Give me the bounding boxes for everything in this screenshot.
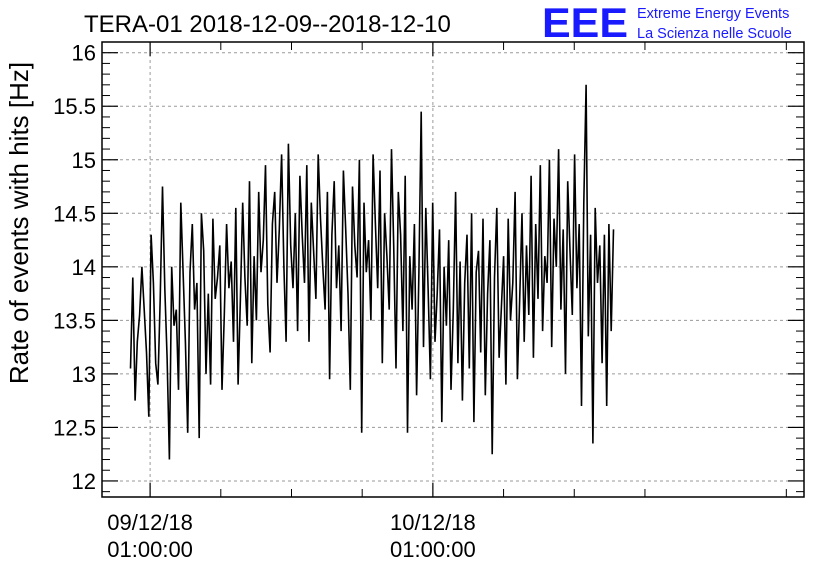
y-tick-label: 14: [72, 255, 96, 280]
y-tick-label: 13: [72, 362, 96, 387]
y-tick-label: 12: [72, 469, 96, 494]
x-tick-date: 10/12/18: [390, 510, 476, 535]
y-tick-label: 12.5: [53, 415, 96, 440]
eee-logo: EEE Extreme Energy Events La Scienza nel…: [542, 0, 792, 46]
y-axis-label: Rate of events with hits [Hz]: [4, 62, 34, 384]
x-tick-time: 01:00:00: [107, 537, 193, 562]
y-tick-label: 15.5: [53, 94, 96, 119]
chart-title: TERA-01 2018-12-09--2018-12-10: [84, 11, 451, 38]
y-tick-label: 13.5: [53, 308, 96, 333]
axis-ticks: [102, 42, 804, 497]
x-tick-date: 09/12/18: [107, 510, 193, 535]
x-tick-time: 01:00:00: [390, 537, 476, 562]
logo-mark: EEE: [542, 0, 628, 46]
gridlines: [102, 42, 804, 497]
logo-line-1: Extreme Energy Events: [637, 6, 789, 22]
plot-area: [101, 41, 805, 498]
y-tick-label: 16: [72, 41, 96, 66]
logo-line-2: La Scienza nelle Scuole: [637, 26, 792, 42]
y-tick-label: 15: [72, 148, 96, 173]
y-tick-label: 14.5: [53, 201, 96, 226]
series-line: [129, 84, 615, 460]
y-tick-labels: 12 12.5 13 13.5 14 14.5 15 15.5 16: [53, 41, 96, 494]
